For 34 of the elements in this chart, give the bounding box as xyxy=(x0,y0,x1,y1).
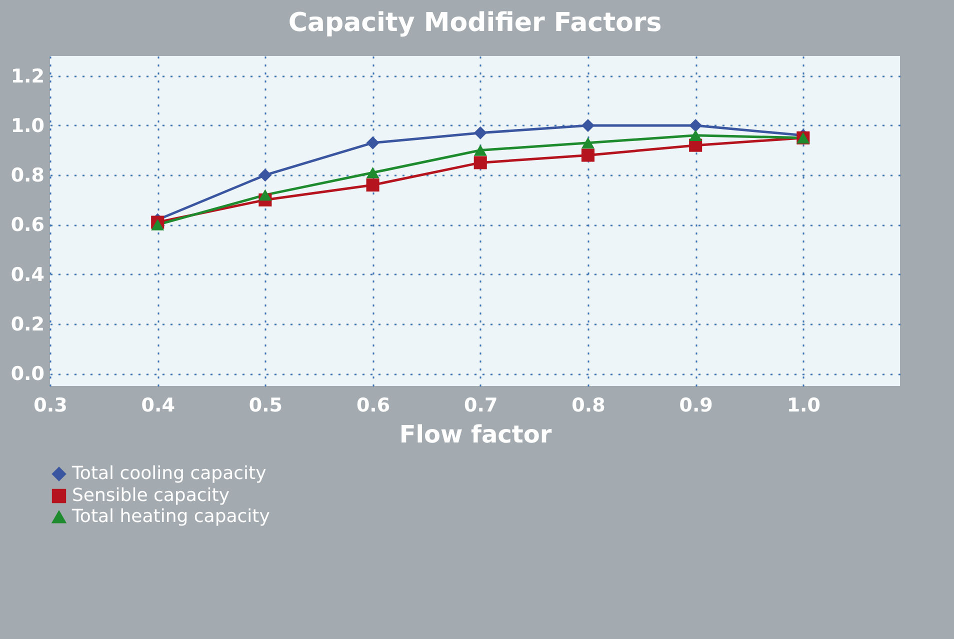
point xyxy=(151,219,164,230)
y-tick-label: 0.8 xyxy=(10,164,44,187)
chart-title: Capacity Modifier Factors xyxy=(288,8,662,38)
y-tick-label: 0.4 xyxy=(10,264,44,286)
legend-label: Sensible capacity xyxy=(72,485,230,506)
x-tick-label: 0.3 xyxy=(34,394,68,416)
x-tick-label: 0.9 xyxy=(679,394,713,416)
point xyxy=(581,137,594,148)
y-tick-label: 1.2 xyxy=(10,65,44,88)
x-tick-label: 0.7 xyxy=(464,394,498,416)
point xyxy=(474,144,487,156)
x-tick-label: 0.6 xyxy=(356,394,390,416)
point xyxy=(258,189,272,201)
x-tick-label: 1.0 xyxy=(786,394,820,416)
point xyxy=(581,118,594,132)
point xyxy=(474,126,487,140)
point xyxy=(689,118,702,132)
point xyxy=(689,130,702,142)
x-tick-label: 0.8 xyxy=(572,394,606,416)
point xyxy=(366,178,380,192)
legend-label: Total cooling capacity xyxy=(71,463,267,484)
x-tick-label: 0.4 xyxy=(141,394,175,416)
x-tick-label: 0.5 xyxy=(248,394,283,416)
y-tick-label: 0.6 xyxy=(10,214,44,236)
x-axis-title: Flow factor xyxy=(399,420,552,448)
point xyxy=(366,136,380,150)
point xyxy=(366,166,380,178)
legend-label: Total heating capacity xyxy=(71,506,270,527)
y-tick-label: 1.0 xyxy=(10,114,44,137)
point xyxy=(474,156,487,170)
point xyxy=(258,168,272,182)
y-tick-label: 0.0 xyxy=(10,363,44,386)
y-tick-label: 0.2 xyxy=(10,313,44,336)
point xyxy=(581,148,594,162)
